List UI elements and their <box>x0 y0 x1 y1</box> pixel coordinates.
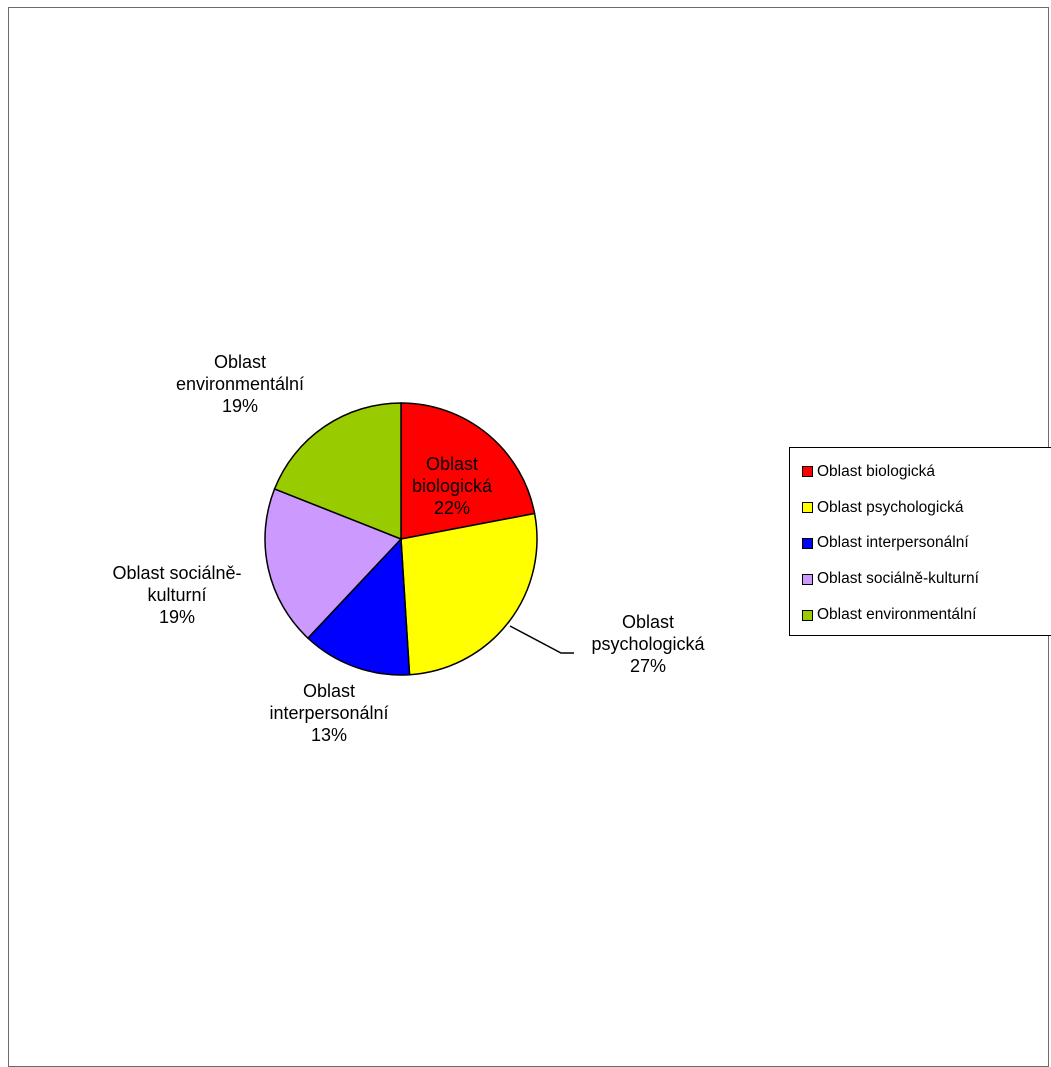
pie-slice-3 <box>306 537 411 676</box>
legend-item-2: Oblast psychologická <box>802 490 1051 526</box>
legend-item-1: Oblast biologická <box>802 454 1051 490</box>
legend-swatch <box>802 466 813 478</box>
legend-swatch <box>802 537 813 549</box>
pie-slice-1 <box>400 402 536 540</box>
legend-item-3: Oblast interpersonální <box>802 526 1051 562</box>
legend-label: Oblast interpersonální <box>817 534 969 552</box>
legend: Oblast biologická Oblast psychologická Obl… <box>789 447 1051 636</box>
legend-item-5: Oblast environmentální <box>802 597 1051 633</box>
slice-label-1: Oblast biologická 22% <box>412 454 493 518</box>
slice-label-2: Oblast psychologická 27% <box>591 612 705 676</box>
slice-labels: Oblast biologická 22% Oblast psychologická 27… <box>112 352 705 745</box>
pie-slice-2 <box>400 512 538 676</box>
legend-swatch <box>802 573 813 585</box>
legend-swatch <box>802 609 813 621</box>
legend-label: Oblast environmentální <box>817 606 977 624</box>
slice-label-4: Oblast sociálně-kulturní 19% <box>112 563 241 627</box>
slice-label-5: Oblast environmentální 19% <box>176 352 304 416</box>
legend-label: Oblast biologická <box>817 462 936 480</box>
legend-label: Oblast psychologická <box>817 498 964 516</box>
pie-slices <box>264 402 538 676</box>
pie-slice-5 <box>273 402 402 541</box>
legend-item-4: Oblast sociálně-kulturní <box>802 561 1051 597</box>
leader-line-psychologicka <box>509 625 574 654</box>
leader-lines <box>509 625 574 654</box>
legend-label: Oblast sociálně-kulturní <box>817 570 979 588</box>
slice-label-3: Oblast interpersonální 13% <box>269 681 388 745</box>
legend-swatch <box>802 502 813 514</box>
